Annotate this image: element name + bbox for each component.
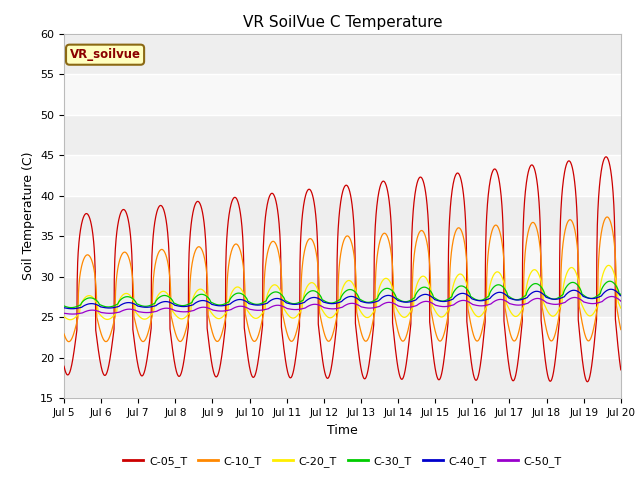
X-axis label: Time: Time — [327, 424, 358, 437]
Bar — [64, 155, 621, 196]
Legend: C-05_T, C-10_T, C-20_T, C-30_T, C-40_T, C-50_T: C-05_T, C-10_T, C-20_T, C-30_T, C-40_T, … — [119, 451, 566, 471]
Bar — [64, 317, 621, 358]
Title: VR SoilVue C Temperature: VR SoilVue C Temperature — [243, 15, 442, 30]
Bar — [64, 74, 621, 115]
Bar — [64, 236, 621, 277]
Text: VR_soilvue: VR_soilvue — [70, 48, 141, 61]
Y-axis label: Soil Temperature (C): Soil Temperature (C) — [22, 152, 35, 280]
